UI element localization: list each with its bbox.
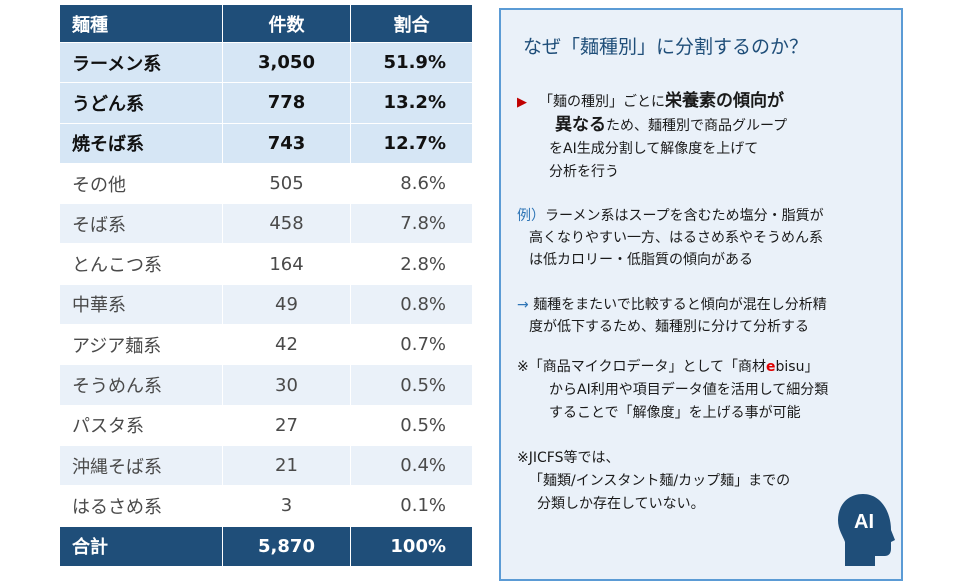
example-prefix: 例）	[517, 208, 545, 224]
row-name: ラーメン系	[59, 41, 223, 84]
row-ratio: 13.2%	[350, 82, 473, 124]
table-row: 焼そば系 743 12.7%	[59, 122, 473, 164]
note-line-1c: bisu」	[775, 359, 819, 375]
reason-line-1a: 「麺の種別」ごとに	[539, 94, 665, 110]
row-count: 27	[222, 404, 351, 446]
jicfs-line-2: 「麺類/インスタント麺/カップ麺」までの	[529, 473, 791, 489]
table-row: パスタ系 27 0.5%	[59, 404, 473, 446]
row-ratio: 0.5%	[350, 364, 473, 406]
row-count: 49	[222, 283, 351, 326]
reason-line-3: をAI生成分割して解像度を上げて	[549, 141, 759, 157]
noodle-type-table: 麺種 件数 割合 ラーメン系 3,050 51.9% うどん系 778 13.2…	[59, 4, 473, 567]
row-count: 743	[222, 122, 351, 164]
row-count: 164	[222, 243, 351, 285]
consequence-line-1: 麺種をまたいで比較すると傾向が混在し分析精	[533, 297, 827, 313]
row-count: 3	[222, 485, 351, 527]
row-name: 沖縄そば系	[59, 444, 223, 487]
example-line-2: 高くなりやすい一方、はるさめ系やそうめん系	[529, 230, 823, 246]
row-ratio: 0.4%	[350, 444, 473, 487]
row-ratio: 0.7%	[350, 324, 473, 366]
row-name: その他	[59, 162, 223, 205]
explanation-panel: なぜ「麺種別」に分割するのか？ ▶ 「麺の種別」ごとに栄養素の傾向が 異なるため、…	[499, 8, 903, 581]
table-row: アジア麺系 42 0.7%	[59, 324, 473, 366]
total-ratio: 100%	[350, 525, 473, 567]
ebisu-logo-letter: e	[766, 359, 776, 375]
consequence-line-2: 度が低下するため、麺種別に分けて分析する	[529, 319, 809, 335]
consequence-block: → 麺種をまたいで比較すると傾向が混在し分析精 度が低下するため、麺種別に分けて…	[517, 294, 827, 338]
reason-line-1b: 栄養素の傾向が	[665, 91, 784, 111]
table-total-row: 合計 5,870 100%	[59, 525, 473, 567]
note-line-2: からAI利用や項目データ値を活用して細分類	[549, 382, 829, 398]
total-count: 5,870	[222, 525, 351, 567]
column-header-type: 麺種	[59, 4, 223, 43]
panel-title: なぜ「麺種別」に分割するのか？	[523, 36, 809, 58]
ai-head-icon: AI	[838, 494, 895, 566]
column-header-count: 件数	[222, 4, 351, 43]
row-count: 458	[222, 203, 351, 245]
table-row: 沖縄そば系 21 0.4%	[59, 444, 473, 487]
table-row: そば系 458 7.8%	[59, 203, 473, 245]
table-header-row: 麺種 件数 割合	[59, 4, 473, 43]
jicfs-line-1: ※JICFS等では、	[517, 450, 620, 466]
example-line-1: ラーメン系はスープを含むため塩分・脂質が	[545, 208, 824, 224]
row-ratio: 12.7%	[350, 122, 473, 164]
row-name: はるさめ系	[59, 485, 223, 527]
row-name: そうめん系	[59, 364, 223, 406]
row-ratio: 8.6%	[350, 162, 473, 205]
row-ratio: 2.8%	[350, 243, 473, 285]
table-row: うどん系 778 13.2%	[59, 82, 473, 124]
row-name: うどん系	[59, 82, 223, 124]
table-row: 中華系 49 0.8%	[59, 283, 473, 326]
row-name: そば系	[59, 203, 223, 245]
reason-point: ▶ 「麺の種別」ごとに栄養素の傾向が 異なるため、麺種別で商品グループ をAI生成…	[517, 90, 787, 184]
example-block: 例）ラーメン系はスープを含むため塩分・脂質が 高くなりやすい一方、はるさめ系やそ…	[517, 205, 824, 271]
table-row: そうめん系 30 0.5%	[59, 364, 473, 406]
note-line-3: することで「解像度」を上げる事が可能	[549, 405, 801, 421]
ai-label: AI	[854, 511, 874, 533]
row-ratio: 51.9%	[350, 41, 473, 84]
jicfs-line-3: 分類しか存在していない。	[537, 496, 705, 512]
reason-line-4: 分析を行う	[549, 164, 619, 180]
reason-line-2a: 異なる	[555, 115, 606, 135]
row-count: 3,050	[222, 41, 351, 84]
row-ratio: 7.8%	[350, 203, 473, 245]
arrow-icon: →	[517, 297, 529, 313]
row-ratio: 0.5%	[350, 404, 473, 446]
ebisu-note: ※「商品マイクロデータ」として「商材ebisu」 からAI利用や項目データ値を活…	[517, 356, 828, 425]
column-header-ratio: 割合	[350, 4, 473, 43]
table-row: とんこつ系 164 2.8%	[59, 243, 473, 285]
row-ratio: 0.8%	[350, 283, 473, 326]
row-name: アジア麺系	[59, 324, 223, 366]
row-count: 42	[222, 324, 351, 366]
reason-line-2b: ため、麺種別で商品グループ	[606, 118, 788, 134]
row-count: 778	[222, 82, 351, 124]
note-line-1a: ※「商品マイクロデータ」として「商材	[517, 359, 767, 375]
total-label: 合計	[59, 525, 223, 567]
row-count: 30	[222, 364, 351, 406]
jicfs-note: ※JICFS等では、 「麺類/インスタント麺/カップ麺」までの 分類しか存在して…	[517, 447, 790, 516]
example-line-3: は低カロリー・低脂質の傾向がある	[529, 252, 753, 268]
table-row: ラーメン系 3,050 51.9%	[59, 41, 473, 84]
row-name: 中華系	[59, 283, 223, 326]
row-ratio: 0.1%	[350, 485, 473, 527]
table-row: はるさめ系 3 0.1%	[59, 485, 473, 527]
table-row: その他 505 8.6%	[59, 162, 473, 205]
row-name: 焼そば系	[59, 122, 223, 164]
row-count: 21	[222, 444, 351, 487]
row-name: とんこつ系	[59, 243, 223, 285]
row-count: 505	[222, 162, 351, 205]
row-name: パスタ系	[59, 404, 223, 446]
triangle-bullet-icon: ▶	[517, 95, 527, 110]
